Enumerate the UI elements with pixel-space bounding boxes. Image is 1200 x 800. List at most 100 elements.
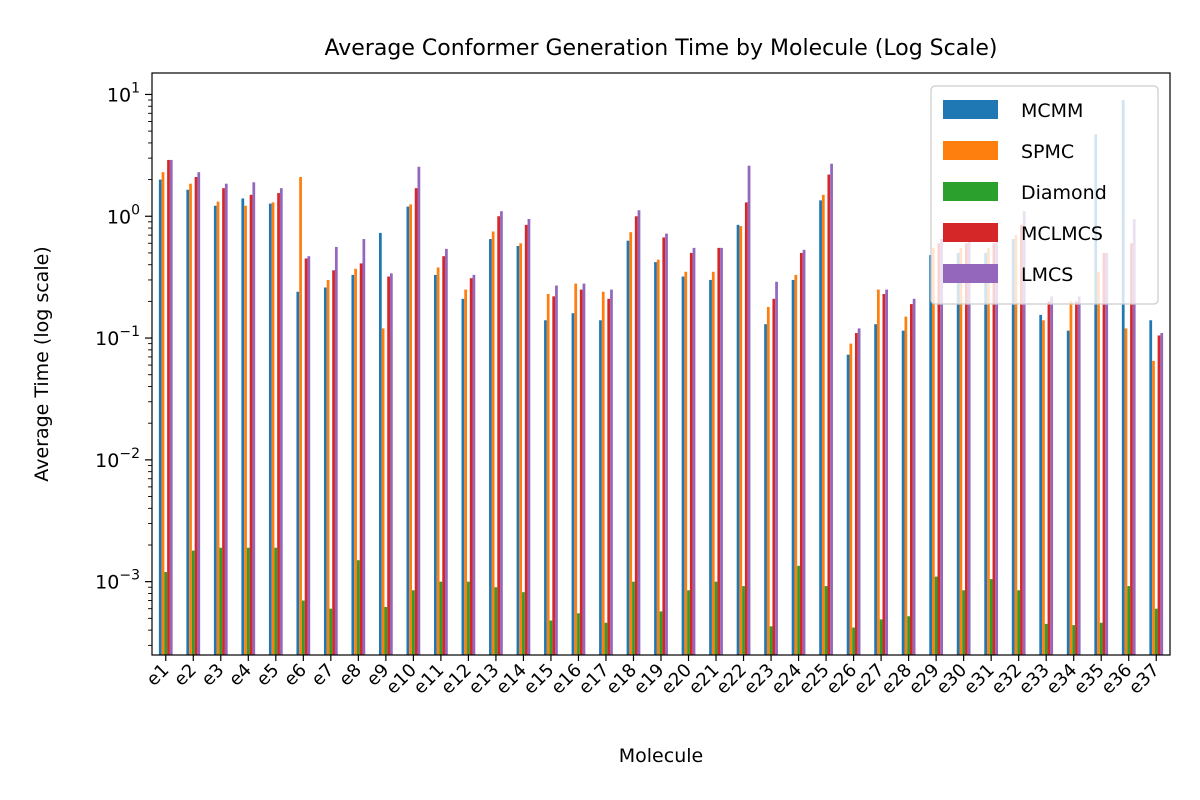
bar-spmc-e36 [1124,328,1128,655]
bar-lmcs-e5 [279,188,283,655]
bar-lmcs-e12 [472,274,476,655]
bar-spmc-e33 [1042,320,1045,655]
bar-diamond-e17 [604,622,608,655]
bar-mclmcs-e17 [607,298,611,655]
bar-diamond-e20 [687,590,690,655]
bar-lmcs-e29 [940,239,944,656]
bar-spmc-e10 [409,204,412,655]
bar-diamond-e2 [191,550,195,655]
bar-lmcs-e22 [747,165,751,655]
bar-mclmcs-e36 [1130,243,1133,655]
bar-mcmm-e14 [516,245,520,656]
bar-diamond-e7 [329,608,333,655]
bar-spmc-e25 [821,194,825,656]
bar-lmcs-e16 [582,283,586,655]
bar-lmcs-e14 [527,218,531,655]
bar-mclmcs-e10 [414,188,418,655]
bar-mclmcs-e31 [992,243,996,655]
chart-title: Average Conformer Generation Time by Mol… [325,36,998,61]
bar-spmc-e16 [574,283,578,655]
bar-mcmm-e22 [736,224,740,655]
bar-mclmcs-e6 [304,258,308,655]
bar-mclmcs-e30 [965,243,968,655]
bar-lmcs-e37 [1160,333,1164,655]
bar-spmc-e37 [1152,360,1155,655]
bar-lmcs-e7 [334,246,338,656]
bar-mclmcs-e22 [744,202,748,655]
bar-mcmm-e36 [1121,100,1125,655]
bar-spmc-e1 [161,172,165,655]
bar-lmcs-e9 [389,273,393,655]
bar-mclmcs-e33 [1047,301,1051,655]
bar-diamond-e24 [797,565,800,655]
bar-diamond-e1 [164,572,168,655]
bar-lmcs-e26 [857,328,861,655]
bar-lmcs-e20 [692,247,696,655]
legend-label-lmcs: LMCS [1021,264,1073,286]
bar-spmc-e17 [601,291,605,655]
bar-diamond-e36 [1127,586,1131,655]
bar-mclmcs-e25 [827,174,831,656]
bar-lmcs-e19 [665,233,668,655]
legend-label-diamond: Diamond [1021,182,1107,204]
bar-lmcs-e28 [912,298,916,655]
bar-mclmcs-e13 [497,216,501,655]
bar-mcmm-e8 [351,274,355,655]
bar-mclmcs-e3 [222,188,225,655]
bar-mcmm-e35 [1094,134,1098,655]
bar-mclmcs-e35 [1102,252,1106,656]
bar-spmc-e32 [1014,235,1018,655]
bar-lmcs-e30 [967,239,971,656]
bar-spmc-e28 [904,316,908,655]
bar-mcmm-e26 [846,354,850,655]
bar-mcmm-e34 [1066,330,1070,655]
bar-spmc-e18 [629,232,633,655]
bar-spmc-e21 [711,271,715,655]
bar-mclmcs-e32 [1020,224,1023,655]
bar-mcmm-e6 [296,291,300,655]
bar-diamond-e13 [494,587,498,655]
bar-lmcs-e21 [720,247,723,655]
bar-lmcs-e11 [445,248,448,655]
bar-mcmm-e11 [434,274,437,655]
bar-mclmcs-e24 [799,252,803,656]
bar-spmc-e14 [519,243,523,655]
bar-mcmm-e16 [571,313,575,655]
bar-spmc-e26 [849,343,853,655]
bar-lmcs-e32 [1022,211,1026,655]
bar-lmcs-e18 [637,210,641,655]
legend-box [930,85,1159,305]
bar-lmcs-e17 [610,289,613,655]
bar-spmc-e22 [739,226,743,656]
bar-mcmm-e23 [764,324,767,655]
bar-lmcs-e31 [995,239,999,656]
bar-lmcs-e2 [197,172,201,655]
bar-mcmm-e21 [709,279,712,655]
bar-mcmm-e10 [406,206,410,656]
bar-lmcs-e3 [224,183,228,655]
bar-mcmm-e4 [241,198,245,655]
bar-lmcs-e36 [1132,218,1136,655]
bar-mcmm-e30 [956,252,960,656]
bar-mcmm-e3 [213,205,217,656]
bar-diamond-e35 [1099,622,1103,655]
bar-mcmm-e5 [268,203,272,656]
bar-diamond-e14 [522,592,525,655]
bar-lmcs-e23 [775,281,778,655]
bar-diamond-e32 [1017,590,1021,655]
bar-mcmm-e12 [461,298,465,655]
bar-spmc-e23 [766,306,770,655]
bar-spmc-e31 [987,247,990,655]
bar-mclmcs-e20 [689,252,693,656]
bar-mclmcs-e12 [469,278,473,655]
bar-mcmm-e18 [626,240,630,655]
bar-diamond-e9 [384,606,388,655]
bar-mcmm-e15 [544,320,547,655]
bar-diamond-e4 [246,547,250,655]
bar-spmc-e2 [189,183,192,655]
bar-spmc-e6 [299,177,302,655]
bar-lmcs-e25 [830,163,833,655]
bar-diamond-e21 [714,581,718,655]
legend-swatch-mclmcs [943,223,998,242]
